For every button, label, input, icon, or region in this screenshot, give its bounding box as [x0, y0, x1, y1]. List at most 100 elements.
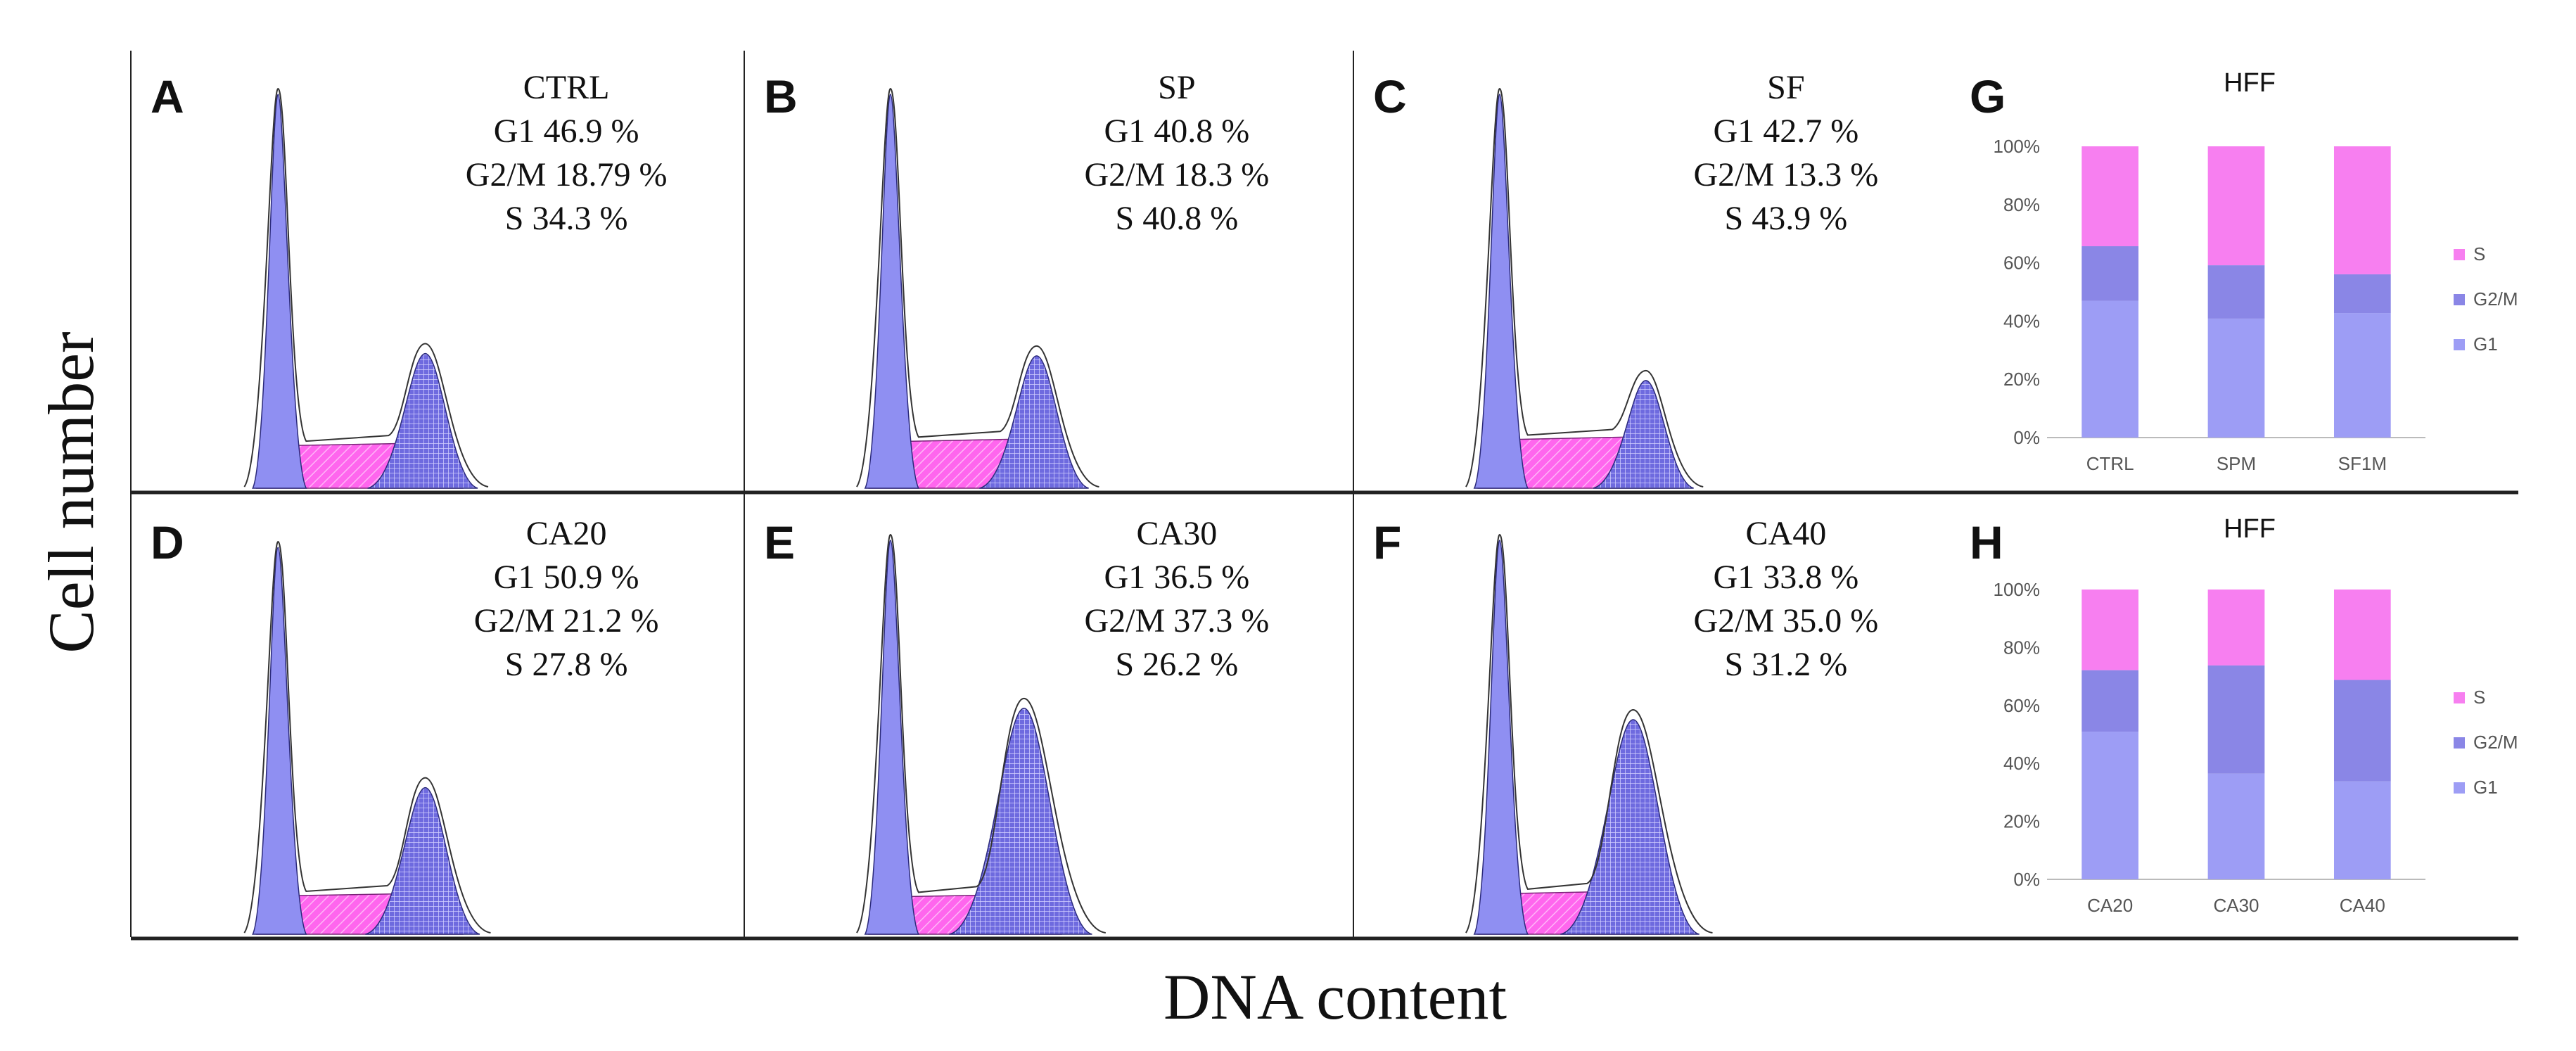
histogram-panel-f: F CA40 G1 33.8 % G2/M 35.0 % S 31.2 %	[1373, 515, 1879, 935]
y-tick-label: 40%	[2003, 753, 2040, 774]
bar-segment-g2m-ca40	[2333, 680, 2391, 782]
panel-letter: B	[764, 70, 798, 122]
histogram-outline	[1465, 87, 1704, 488]
histogram-panels: A CTRL G1 46.9 % G2/M 18.79 % S 34.3 % B SP G1 …	[151, 69, 1879, 935]
g1-peak	[1473, 540, 1529, 935]
x-axis-title: DNA content	[1163, 961, 1507, 1033]
bar-segment-s-spm	[2207, 146, 2265, 266]
stacked-bar-chart-h: H HFF 0% 20% 40% 60% 80% 100% CA20 CA30 CA40 S G2/M G…	[1970, 514, 2518, 916]
stat-g2m: G2/M 21.2 %	[474, 602, 659, 639]
x-tick-label: CA30	[2213, 895, 2259, 916]
legend-swatch-g1	[2454, 782, 2465, 794]
histogram-outline	[243, 87, 489, 488]
stat-s: S 40.8 %	[1116, 200, 1239, 237]
histogram-panel-b: B SP G1 40.8 % G2/M 18.3 % S 40.8 %	[764, 69, 1270, 489]
stat-sample: CA30	[1137, 515, 1218, 552]
bar-segment-s-ca30	[2207, 590, 2265, 665]
chart-title: HFF	[2224, 514, 2276, 544]
y-tick-label: 60%	[2003, 253, 2040, 274]
legend-swatch-g1	[2454, 339, 2465, 350]
panel-letter: D	[151, 516, 184, 568]
y-tick-label: 0%	[2013, 427, 2040, 448]
stat-sample: CA20	[526, 515, 607, 552]
bar-segment-g2m-sf1m	[2333, 274, 2391, 314]
stat-g2m: G2/M 37.3 %	[1085, 602, 1270, 639]
x-tick-label: CA20	[2087, 895, 2133, 916]
y-tick-label: 100%	[1994, 579, 2041, 600]
stat-g1: G1 46.9 %	[494, 113, 639, 150]
stat-sample: CA40	[1746, 515, 1827, 552]
bar-segment-g1-ctrl	[2081, 300, 2139, 438]
g1-peak	[864, 94, 920, 489]
legend-label: S	[2473, 687, 2485, 708]
histogram-outline	[856, 87, 1099, 488]
g2m-peak	[979, 355, 1089, 489]
legend-label: G1	[2473, 333, 2498, 355]
bar-segment-g1-ca40	[2333, 781, 2391, 879]
bar-segment-s-ctrl	[2081, 146, 2139, 247]
bar-segment-g2m-spm	[2207, 265, 2265, 319]
stat-s: S 26.2 %	[1116, 646, 1239, 683]
x-tick-label: SPM	[2217, 453, 2256, 474]
bar-segment-g1-ca20	[2081, 732, 2139, 879]
panel-letter: G	[1970, 70, 2006, 122]
y-tick-label: 80%	[2003, 194, 2040, 215]
x-tick-label: SF1M	[2338, 453, 2387, 474]
bar-segment-s-ca20	[2081, 590, 2139, 670]
legend-label: G1	[2473, 777, 2498, 798]
stat-s: S 27.8 %	[505, 646, 628, 683]
x-tick-label: CA40	[2340, 895, 2385, 916]
stat-s: S 34.3 %	[505, 200, 628, 237]
histogram-outline	[1465, 533, 1713, 934]
panel-letter: E	[764, 516, 795, 568]
g2m-peak	[365, 786, 480, 935]
y-tick-label: 100%	[1994, 136, 2041, 157]
histogram-outline	[856, 533, 1106, 934]
bar-segment-g2m-ca30	[2207, 665, 2265, 774]
y-axis-title: Cell number	[35, 331, 107, 653]
histogram-panel-a: A CTRL G1 46.9 % G2/M 18.79 % S 34.3 %	[151, 69, 667, 489]
panel-letter: F	[1373, 516, 1401, 568]
stat-g1: G1 42.7 %	[1714, 113, 1859, 150]
stat-g1: G1 50.9 %	[494, 559, 639, 596]
stat-sample: SF	[1767, 69, 1804, 106]
bar-segment-s-sf1m	[2333, 146, 2391, 274]
stat-g1: G1 33.8 %	[1714, 559, 1859, 596]
y-tick-label: 20%	[2003, 811, 2040, 832]
histogram-panel-d: D CA20 G1 50.9 % G2/M 21.2 % S 27.8 %	[151, 515, 659, 935]
stat-g2m: G2/M 18.3 %	[1085, 156, 1270, 193]
legend-swatch-g2m	[2454, 294, 2465, 305]
stat-sample: CTRL	[523, 69, 610, 106]
legend-swatch-s	[2454, 692, 2465, 703]
stat-s: S 31.2 %	[1725, 646, 1848, 683]
x-tick-label: CTRL	[2086, 453, 2134, 474]
y-tick-label: 20%	[2003, 369, 2040, 390]
legend-label: G2/M	[2473, 288, 2518, 310]
y-tick-label: 80%	[2003, 637, 2040, 658]
y-tick-label: 60%	[2003, 695, 2040, 716]
stacked-bar-chart-g: G HFF 0% 20% 40% 60% 80% 100% CTRL SPM SF1M S G2/M G1	[1970, 68, 2518, 474]
stat-g1: G1 40.8 %	[1104, 113, 1250, 150]
histogram-panel-c: C SF G1 42.7 % G2/M 13.3 % S 43.9 %	[1373, 69, 1879, 489]
y-tick-label: 40%	[2003, 310, 2040, 331]
bar-segment-g2m-ctrl	[2081, 246, 2139, 301]
frame-lines	[130, 51, 2518, 941]
g1-peak	[864, 540, 920, 935]
legend-swatch-g2m	[2454, 737, 2465, 749]
stat-g2m: G2/M 35.0 %	[1694, 602, 1879, 639]
histogram-panel-e: E CA30 G1 36.5 % G2/M 37.3 % S 26.2 %	[764, 515, 1270, 935]
legend-swatch-s	[2454, 249, 2465, 260]
bar-segment-g1-sf1m	[2333, 313, 2391, 438]
stat-g2m: G2/M 13.3 %	[1694, 156, 1879, 193]
bar-chart-panels: G HFF 0% 20% 40% 60% 80% 100% CTRL SPM SF1M S G2/M G1…	[1970, 68, 2518, 916]
histogram-outline	[243, 540, 491, 934]
bar-segment-g1-ca30	[2207, 773, 2265, 879]
legend-label: S	[2473, 243, 2485, 265]
stat-s: S 43.9 %	[1725, 200, 1848, 237]
bar-segment-g1-spm	[2207, 318, 2265, 438]
g1-peak	[252, 547, 307, 935]
panel-letter: H	[1970, 516, 2003, 568]
panel-letter: C	[1373, 70, 1407, 122]
stat-g1: G1 36.5 %	[1104, 559, 1250, 596]
